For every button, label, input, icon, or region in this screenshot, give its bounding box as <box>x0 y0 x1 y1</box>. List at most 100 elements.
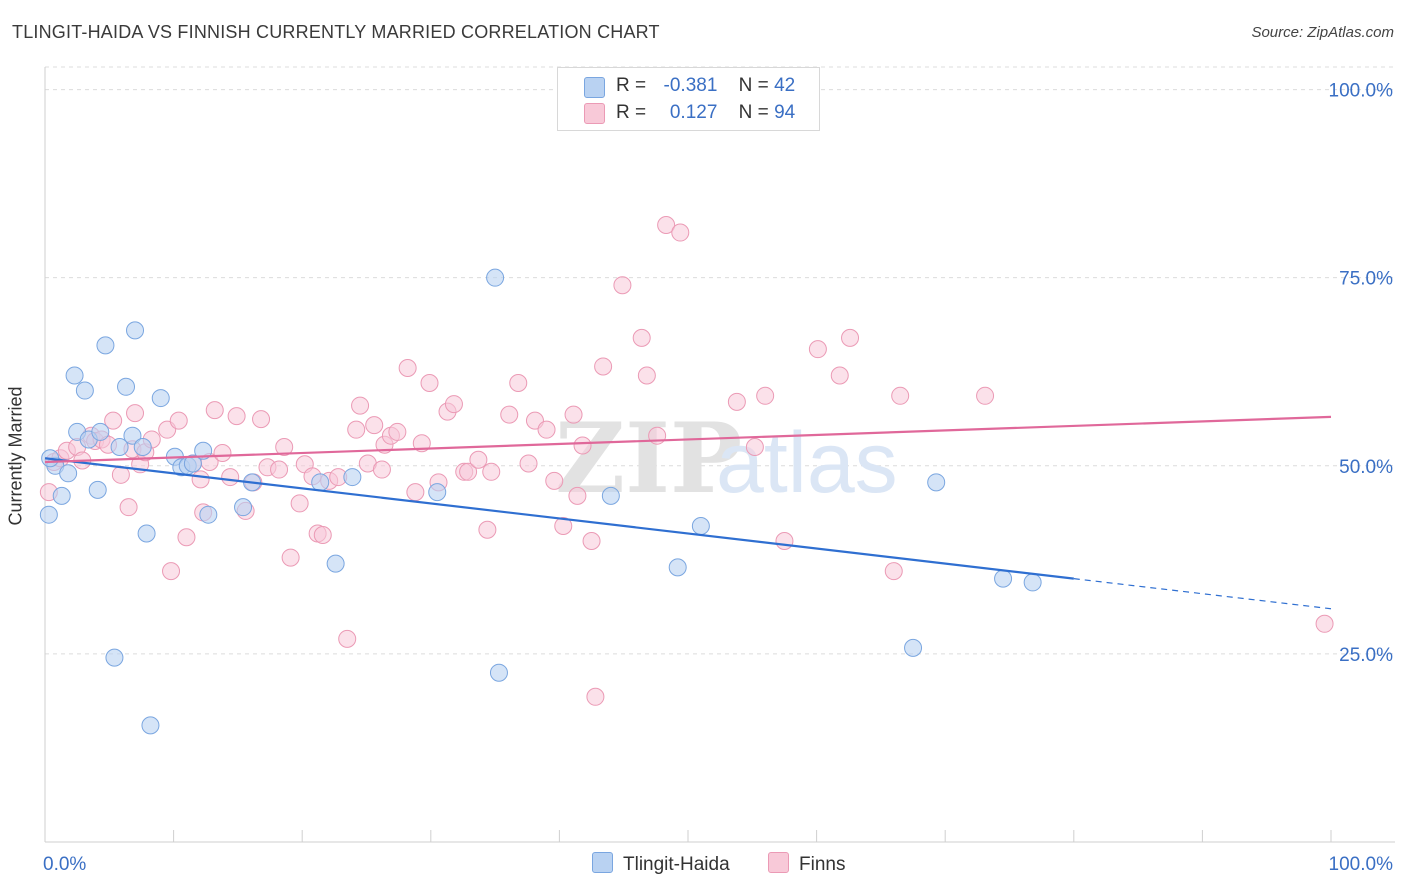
legend-row-finns: R = 0.127 N = 94 <box>616 101 795 125</box>
finns-point <box>365 416 384 435</box>
finns-point <box>126 404 145 423</box>
finns-point <box>162 562 181 581</box>
finns-point <box>884 562 903 581</box>
bottom-legend-tlingit-haida: Tlingit-Haida <box>592 852 730 876</box>
tlingit-haida-point <box>88 480 107 499</box>
tlingit-haida-point <box>105 648 124 667</box>
x-tick-label: 0.0% <box>43 854 86 875</box>
finns-point <box>594 357 613 376</box>
legend-n-value: 42 <box>774 75 796 96</box>
finns-point <box>482 462 501 481</box>
finns-point <box>568 486 587 505</box>
legend-r-value: -0.381 <box>663 75 718 96</box>
finns-point <box>169 411 188 430</box>
finns-point <box>756 386 775 405</box>
tlingit-haida-points <box>39 268 1042 735</box>
finns-point <box>227 407 246 426</box>
finns-point <box>613 276 632 295</box>
tlingit-haida-point <box>489 663 508 682</box>
tlingit-haida-point <box>183 454 202 473</box>
legend-row-tlingit-haida: R = -0.381 N = 42 <box>616 74 795 98</box>
bottom-legend-label: Finns <box>799 854 846 875</box>
legend-swatch-tlingit-haida <box>584 77 605 98</box>
finns-point <box>808 340 827 359</box>
tlingit-haida-point <box>52 486 71 505</box>
finns-point <box>632 328 651 347</box>
trend-lines <box>44 415 1332 610</box>
finns-point <box>657 216 676 235</box>
tlingit-haida-point <box>199 505 218 524</box>
finns-point <box>775 532 794 551</box>
tlingit-haida-point <box>65 366 84 385</box>
tlingit-haida-point <box>428 483 447 502</box>
finns-point <box>478 520 497 539</box>
tlingit-haida-point <box>1023 573 1042 592</box>
legend-r-label: R = <box>616 102 647 123</box>
finns-point <box>841 328 860 347</box>
finns-point <box>406 483 425 502</box>
grid-lines <box>45 66 1395 655</box>
finns-point <box>205 401 224 420</box>
finns-point <box>191 470 210 489</box>
bottom-legend-finns: Finns <box>768 852 845 876</box>
finns-point <box>119 498 138 517</box>
finns-point <box>745 437 764 456</box>
finns-point <box>727 392 746 411</box>
bottom-legend-swatch <box>592 852 613 873</box>
tlingit-haida-point <box>59 464 78 483</box>
finns-point <box>891 386 910 405</box>
finns-point <box>412 434 431 453</box>
finns-point <box>420 374 439 393</box>
y-tick-label: 75.0% <box>1339 269 1393 290</box>
tlingit-haida-point <box>311 473 330 492</box>
finns-point <box>1315 614 1334 633</box>
y-axis-label: Currently Married <box>5 386 26 526</box>
finns-trend-line <box>44 415 1332 464</box>
tlingit-haida-point <box>904 638 923 657</box>
tlingit-haida-point <box>668 558 687 577</box>
finns-point <box>270 460 289 479</box>
watermark-atlas: atlas <box>716 415 898 511</box>
tlingit-haida-point <box>994 569 1013 588</box>
tlingit-haida-point <box>194 441 213 460</box>
finns-point <box>537 420 556 439</box>
tlingit-haida-point <box>75 381 94 400</box>
finns-point <box>252 410 271 429</box>
finns-point <box>469 450 488 469</box>
finns-point <box>586 687 605 706</box>
tlingit-haida-point <box>137 524 156 543</box>
finns-point <box>313 526 332 545</box>
finns-point <box>281 548 300 567</box>
tlingit-haida-point <box>96 336 115 355</box>
tlingit-haida-point <box>39 505 58 524</box>
finns-point <box>213 443 232 462</box>
tlingit-haida-point <box>343 468 362 487</box>
correlation-legend: R = -0.381 N = 42 R = 0.127 N = 94 <box>557 67 820 131</box>
bottom-legend-swatch <box>768 852 789 873</box>
finns-point <box>519 454 538 473</box>
finns-point <box>177 528 196 547</box>
tlingit-haida-point <box>141 716 160 735</box>
tlingit-haida-point <box>126 321 145 340</box>
finns-point <box>275 437 294 456</box>
legend-r-value: 0.127 <box>669 102 718 123</box>
finns-point <box>347 420 366 439</box>
tlingit-haida-trend-line <box>44 457 1074 580</box>
finns-point <box>351 396 370 415</box>
tlingit-haida-point <box>151 389 170 408</box>
legend-r-label: R = <box>616 75 647 96</box>
tlingit-haida-point <box>486 268 505 287</box>
finns-point <box>582 532 601 551</box>
tlingit-haida-point <box>110 437 129 456</box>
finns-point <box>637 366 656 385</box>
legend-swatch-finns <box>584 103 605 124</box>
finns-point <box>444 395 463 414</box>
finns-point <box>104 411 123 430</box>
finns-point <box>372 460 391 479</box>
tlingit-haida-point <box>601 486 620 505</box>
chart-title: TLINGIT-HAIDA VS FINNISH CURRENTLY MARRI… <box>12 22 660 42</box>
y-tick-label: 25.0% <box>1339 645 1393 666</box>
finns-point <box>338 629 357 648</box>
